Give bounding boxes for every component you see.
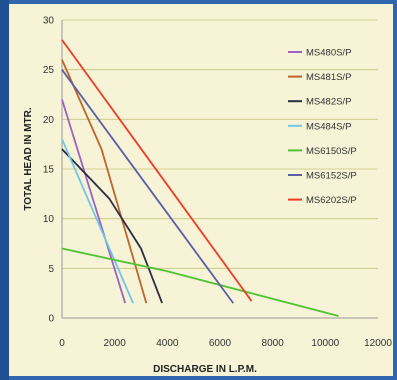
legend-label-ms6202s-p: MS6202S/P [306, 195, 357, 206]
legend-label-ms6150s-p: MS6150S/P [306, 146, 357, 157]
series-line-ms6152s-p [61, 69, 234, 304]
x-tick-label-4000: 4000 [156, 338, 179, 349]
x-axis-title: DISCHARGE IN L.P.M. [153, 364, 257, 375]
y-tick-label-15: 15 [43, 165, 55, 176]
y-axis-title: TOTAL HEAD IN MTR. [23, 107, 34, 211]
grid-lines [62, 19, 378, 269]
y-tick-label-0: 0 [48, 314, 54, 325]
series-line-ms481s-p [61, 59, 148, 304]
axes [61, 20, 378, 319]
y-tick-label-25: 25 [43, 65, 55, 76]
x-tick-label-0: 0 [59, 338, 65, 349]
series-line-ms6202s-p [61, 39, 253, 302]
y-tick-label-5: 5 [48, 264, 54, 275]
y-tick-label-20: 20 [43, 115, 55, 126]
series-line-ms480s-p [61, 99, 127, 304]
series-line-ms482s-p [61, 148, 163, 304]
legend-label-ms6152s-p: MS6152S/P [306, 171, 357, 182]
x-tick-label-12000: 12000 [364, 338, 392, 349]
legend-label-ms482s-p: MS482S/P [306, 97, 351, 108]
legend: MS480S/P MS481S/P MS482S/P MS484S/P MS6150S/… [288, 48, 357, 206]
y-tick-label-10: 10 [43, 214, 55, 225]
series-line-ms484s-p [61, 138, 134, 304]
x-tick-label-10000: 10000 [311, 338, 339, 349]
series-lines [61, 39, 339, 317]
left-border-strip [0, 0, 9, 380]
y-tick-label-30: 30 [43, 16, 55, 27]
legend-label-ms481s-p: MS481S/P [306, 72, 351, 83]
tick-labels: 0 5 10 15 20 25 30 0 2000 4000 6000 8000 10000 12000 [43, 16, 392, 350]
series-line-ms6150s-p [61, 247, 339, 317]
x-tick-label-6000: 6000 [209, 338, 232, 349]
legend-label-ms484s-p: MS484S/P [306, 121, 351, 132]
x-tick-label-8000: 8000 [262, 338, 285, 349]
legend-label-ms480s-p: MS480S/P [306, 48, 351, 59]
x-tick-label-2000: 2000 [104, 338, 127, 349]
